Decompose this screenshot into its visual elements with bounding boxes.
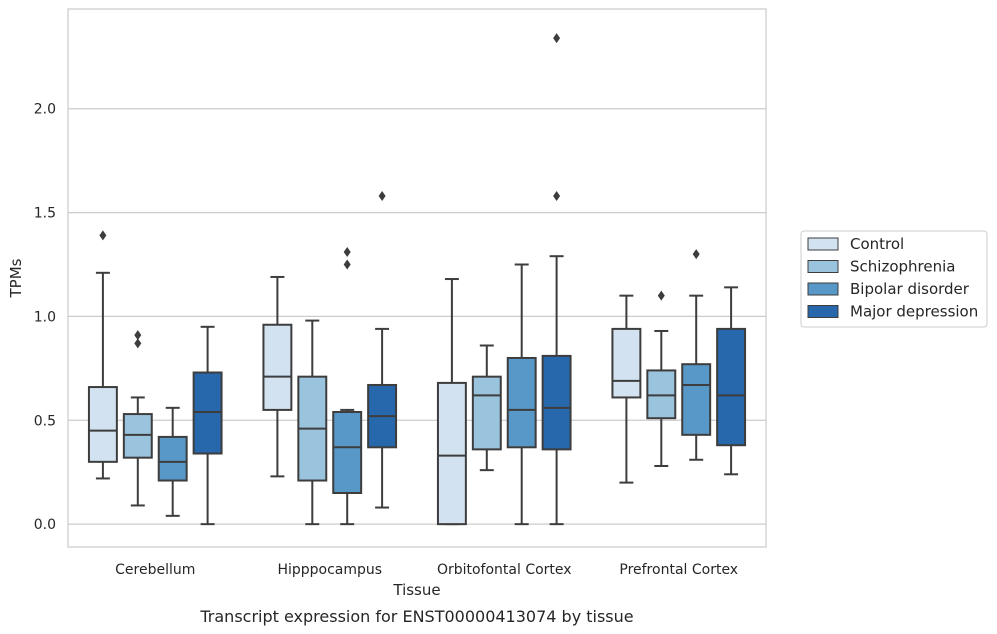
x-axis-label: Tissue <box>392 581 440 599</box>
box-group <box>541 33 572 526</box>
box-group <box>716 286 747 476</box>
outlier-point <box>553 190 561 201</box>
box-iqr <box>716 327 747 447</box>
box-group <box>681 249 712 461</box>
y-tick-label: 1.5 <box>34 206 56 222</box>
x-axis-ticks: Cerebellum Hipppocampus Orbitofontal Corte… <box>115 562 738 578</box>
x-tick-label: Hipppocampus <box>277 562 382 578</box>
legend-swatch <box>807 305 839 318</box>
legend-swatch <box>807 282 839 296</box>
legend-swatch <box>807 260 839 273</box>
plot-frame <box>67 8 767 548</box>
y-axis-ticks: 0.0 0.5 1.0 1.5 2.0 <box>34 102 56 533</box>
box-group <box>157 406 188 517</box>
box-iqr <box>87 386 118 463</box>
box-series <box>87 33 747 526</box>
legend-label: Bipolar disorder <box>850 280 970 298</box>
legend-label: Control <box>850 235 904 253</box>
y-tick-label: 2.0 <box>34 102 56 118</box>
box-group <box>192 325 223 526</box>
box-group <box>87 230 118 480</box>
figure-caption: Transcript expression for ENST0000041307… <box>199 607 633 626</box>
box-iqr <box>262 323 293 411</box>
outlier-point <box>378 190 386 201</box>
box-iqr <box>681 363 712 436</box>
x-tick-label: Orbitofontal Cortex <box>437 562 572 578</box>
outlier-point <box>657 290 665 301</box>
box-iqr <box>122 413 153 459</box>
y-axis-label: TPMs <box>7 258 25 298</box>
box-iqr <box>471 375 502 451</box>
box-group <box>367 190 398 509</box>
box-group <box>332 247 363 526</box>
box-group <box>646 290 677 467</box>
box-group <box>297 319 328 526</box>
legend-frame <box>800 230 988 328</box>
box-iqr <box>646 369 677 420</box>
legend-label: Schizophrenia <box>850 258 955 276</box>
box-iqr <box>332 410 363 494</box>
outlier-point <box>134 338 142 349</box>
box-group <box>506 263 537 526</box>
outlier-point <box>134 330 142 341</box>
legend-swatch <box>807 237 839 251</box>
box-group <box>262 275 293 478</box>
box-iqr <box>611 327 642 399</box>
y-tick-label: 1.0 <box>34 309 56 325</box>
y-tick-label: 0.5 <box>34 413 56 429</box>
gridlines <box>68 108 766 525</box>
box-iqr <box>157 435 188 482</box>
box-iqr <box>192 371 223 455</box>
legend: Control Schizophrenia Bipolar disorder Majo… <box>800 230 988 328</box>
outlier-point <box>343 247 351 258</box>
box-iqr <box>541 354 572 451</box>
outlier-point <box>99 230 107 241</box>
box-iqr <box>506 356 537 449</box>
x-tick-label: Prefrontal Cortex <box>619 562 738 578</box>
outlier-point <box>692 249 700 260</box>
x-tick-label: Cerebellum <box>115 562 195 578</box>
outlier-point <box>343 259 351 270</box>
box-group <box>122 330 153 507</box>
box-group <box>471 344 502 472</box>
legend-label: Major depression <box>850 303 978 321</box>
box-group <box>611 294 642 484</box>
box-group <box>436 278 467 526</box>
box-iqr <box>436 381 467 526</box>
outlier-point <box>553 33 561 44</box>
y-tick-label: 0.0 <box>34 517 56 533</box>
